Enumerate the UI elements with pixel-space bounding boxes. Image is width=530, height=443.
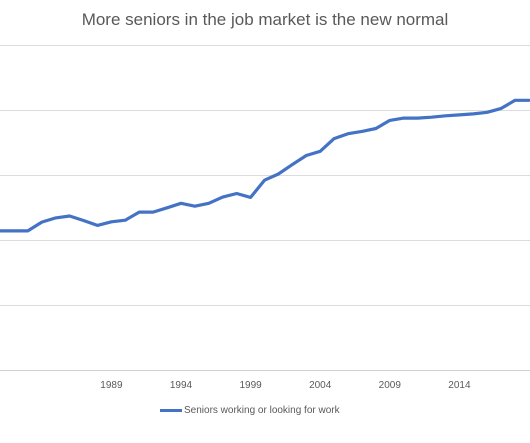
x-tick-label: 2004 xyxy=(309,380,332,391)
series-layer xyxy=(0,98,530,233)
gridlines xyxy=(0,45,530,371)
x-tick-label: 1994 xyxy=(170,380,193,391)
legend: Seniors working or looking for work xyxy=(160,402,340,418)
legend-swatch xyxy=(160,408,182,412)
series-line xyxy=(0,98,530,233)
x-tick-label: 2009 xyxy=(379,380,402,391)
chart-title: More seniors in the job market is the ne… xyxy=(81,10,449,29)
legend-label: Seniors working or looking for work xyxy=(184,404,340,416)
x-axis-tick-labels: 1989 1994 1999 2004 2009 2014 xyxy=(100,380,471,391)
x-tick-label: 1989 xyxy=(100,380,123,391)
x-tick-label: 2014 xyxy=(448,380,471,391)
x-tick-label: 1999 xyxy=(239,380,262,391)
